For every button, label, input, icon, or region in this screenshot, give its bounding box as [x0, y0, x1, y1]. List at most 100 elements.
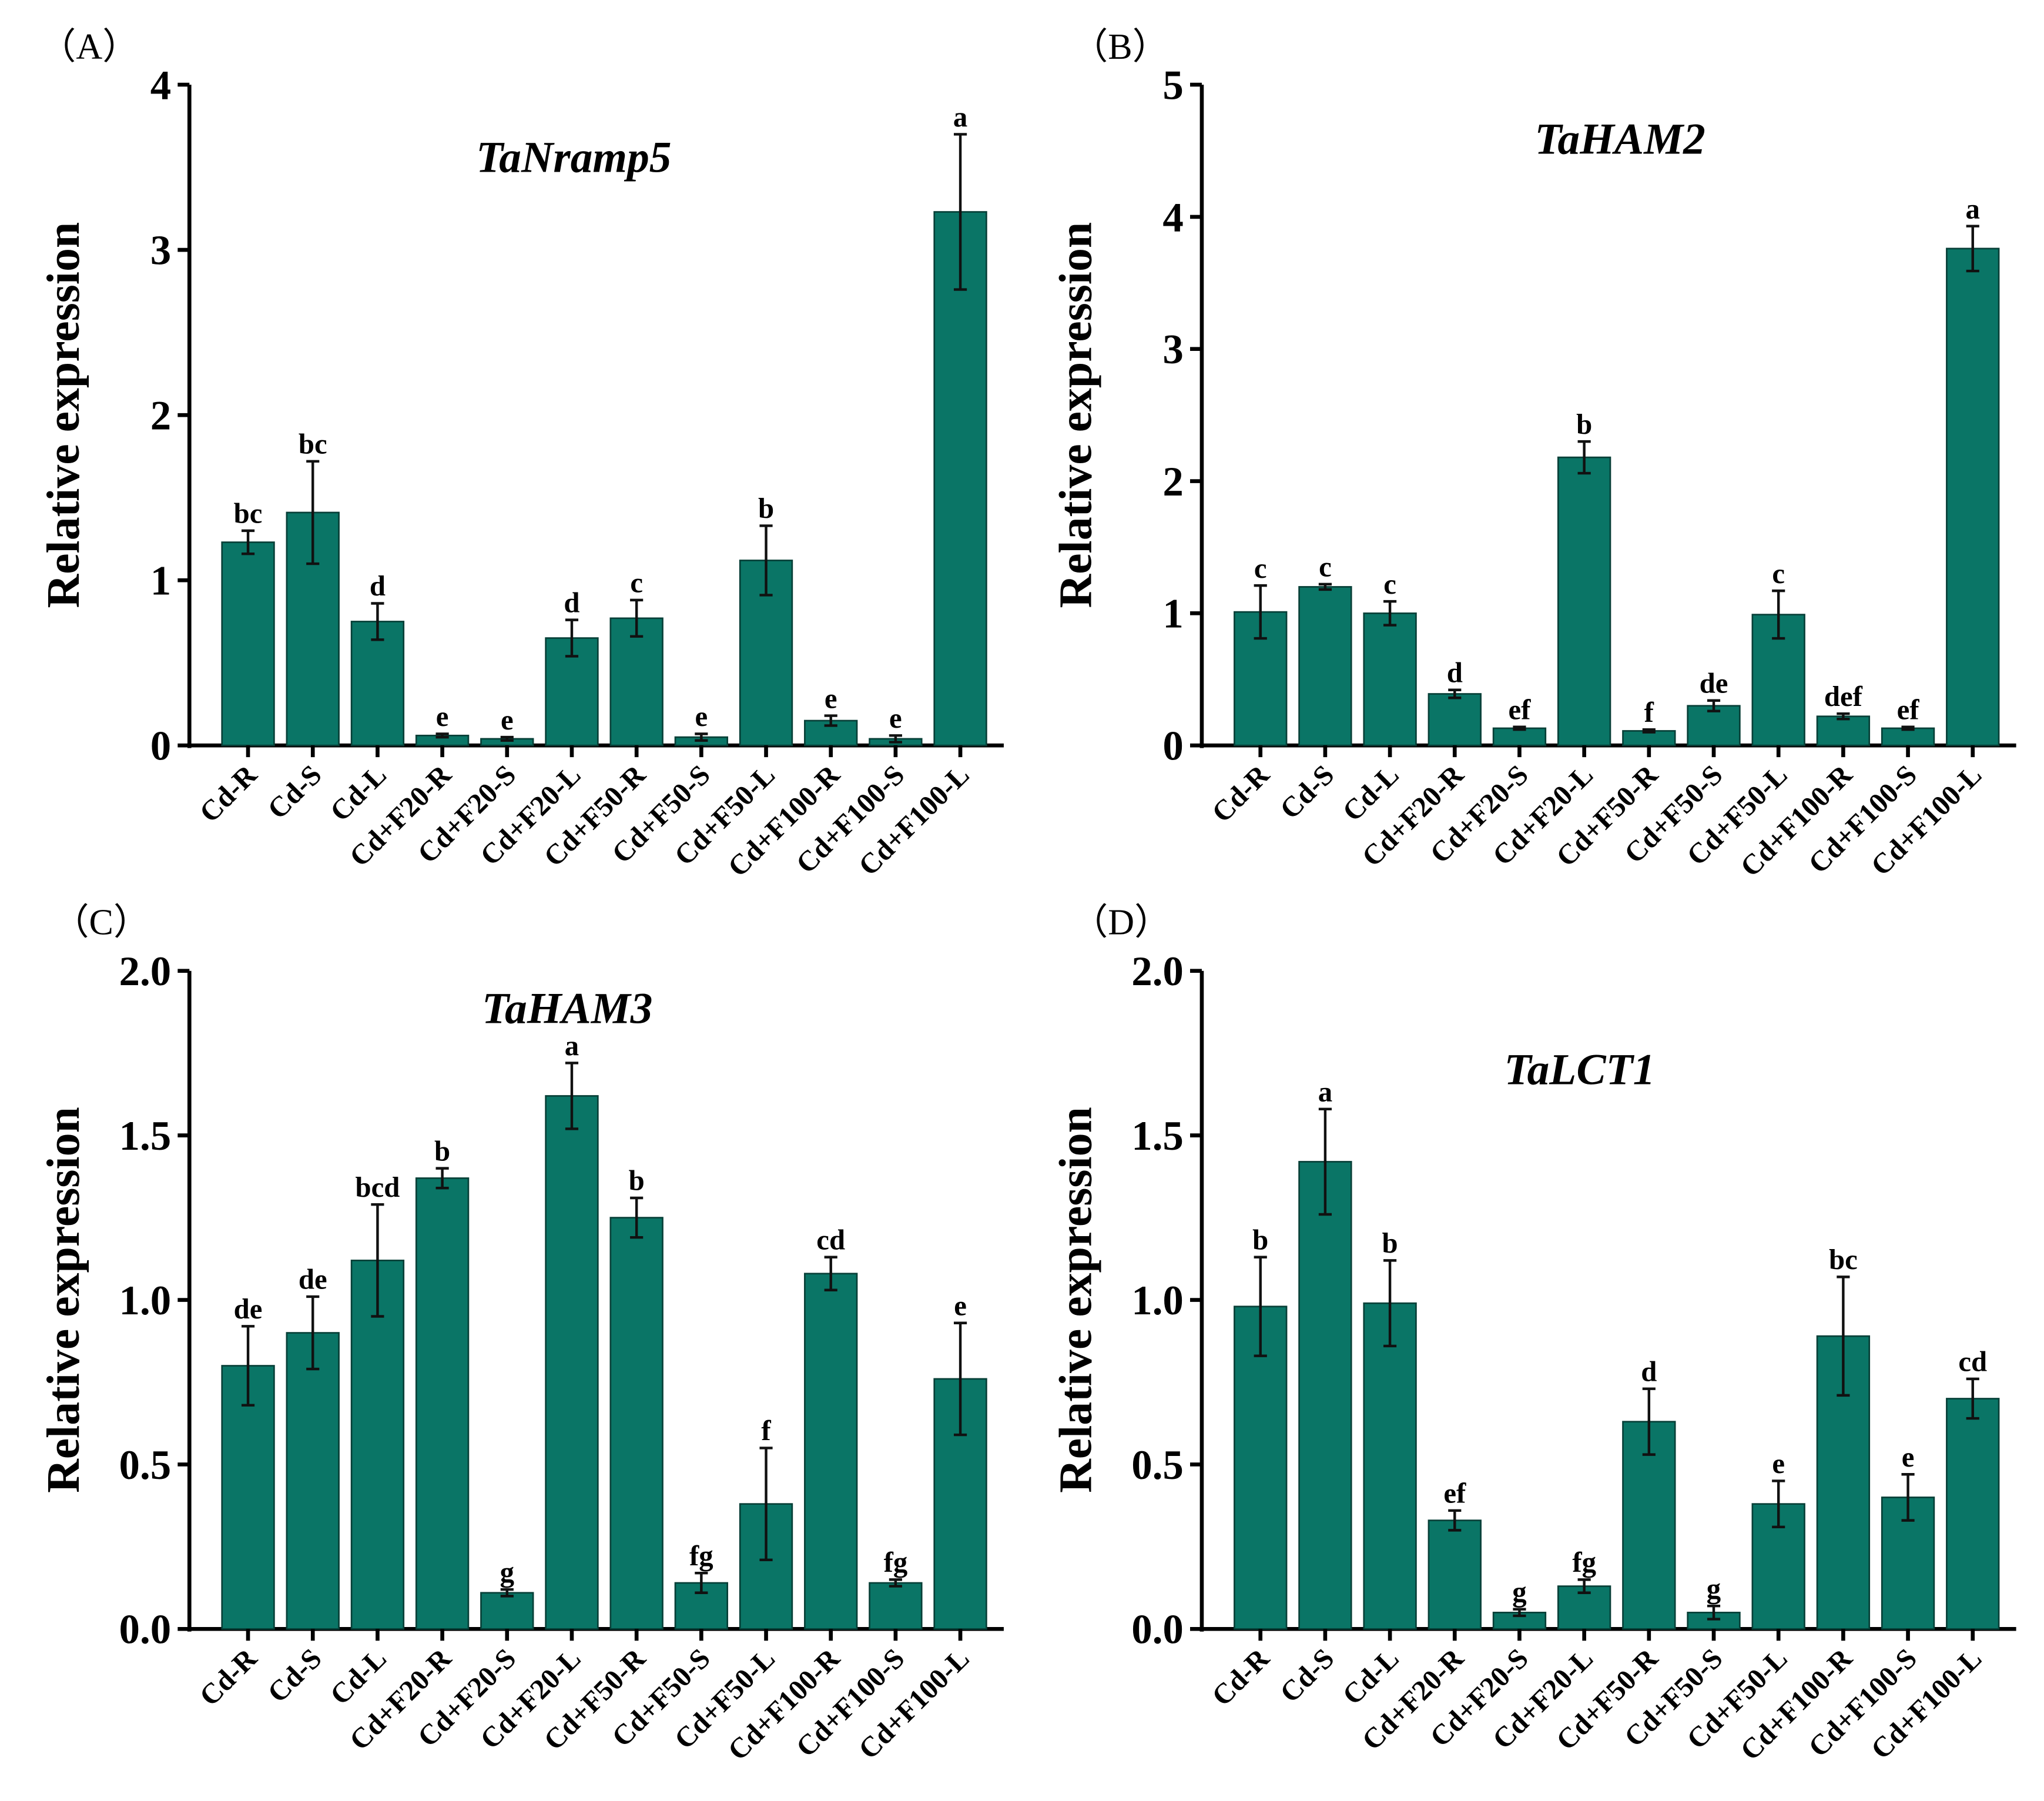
- significance-letter: c: [1254, 553, 1267, 584]
- bar: [221, 1365, 275, 1630]
- significance-letter: c: [1772, 558, 1785, 590]
- significance-letter: b: [1252, 1224, 1268, 1256]
- bar: [350, 621, 405, 746]
- significance-letter: b: [1382, 1227, 1398, 1259]
- significance-letter: e: [954, 1290, 967, 1321]
- significance-letter: fg: [884, 1546, 908, 1578]
- x-tick-label: Cd-R: [193, 1642, 263, 1712]
- chart-panel-d: （D） TaLCT1 Relative expression 0.0 0.5 1.0 1.5…: [1050, 903, 2016, 1766]
- bar: [1687, 705, 1741, 746]
- y-tick-label: 0.5: [119, 1442, 172, 1488]
- y-tick-label: 1.0: [1131, 1278, 1184, 1324]
- significance-letter: f: [761, 1415, 771, 1447]
- bar: [933, 211, 987, 746]
- significance-letter: fg: [689, 1540, 713, 1572]
- bar: [804, 1273, 858, 1630]
- bar: [1298, 586, 1352, 746]
- significance-letter: g: [1707, 1573, 1721, 1605]
- significance-letter: d: [1447, 657, 1463, 688]
- y-tick-label: 2: [150, 393, 171, 439]
- panel-label: （B）: [1071, 27, 1169, 67]
- bar: [286, 1332, 340, 1630]
- bar: [869, 1582, 923, 1630]
- significance-letter: bc: [1829, 1244, 1858, 1276]
- x-tick-label: Cd-S: [262, 1642, 328, 1709]
- significance-letter: de: [234, 1293, 263, 1325]
- significance-letter: e: [825, 682, 837, 714]
- bar: [933, 1378, 987, 1630]
- significance-letter: cd: [1958, 1346, 1987, 1378]
- bar: [609, 1217, 664, 1630]
- x-tick-label: Cd-S: [1274, 1642, 1340, 1709]
- chart-panel-b: （B） TaHAM2 Relative expression 0 1 2 3 4 5 c Cd-R c…: [1050, 27, 2016, 883]
- significance-letter: b: [758, 493, 774, 524]
- y-tick-label: 0: [1162, 724, 1183, 769]
- significance-letter: b: [629, 1165, 645, 1197]
- x-tick-label: Cd-R: [1206, 758, 1276, 828]
- y-axis-label: Relative expression: [38, 1107, 89, 1493]
- significance-letter: e: [889, 702, 902, 734]
- significance-letter: d: [370, 570, 386, 602]
- bar: [1816, 715, 1871, 746]
- y-tick-label: 5: [1162, 62, 1183, 108]
- significance-letter: a: [953, 101, 967, 133]
- chart-panel-c: （C） TaHAM3 Relative expression 0.0 0.5 1.0 1.5…: [38, 903, 1004, 1766]
- significance-letter: d: [564, 587, 579, 618]
- significance-letter: b: [1576, 409, 1592, 440]
- significance-letter: a: [565, 1030, 579, 1062]
- panel-label: （A）: [39, 27, 139, 67]
- bar: [1946, 1398, 2000, 1630]
- chart-title: TaHAM3: [482, 984, 652, 1033]
- y-tick-label: 1.5: [1131, 1113, 1184, 1159]
- x-tick-label: Cd-R: [1206, 1642, 1276, 1712]
- significance-letter: g: [500, 1556, 514, 1588]
- panel-label: （C）: [52, 903, 150, 943]
- y-axis-label: Relative expression: [38, 222, 89, 608]
- significance-letter: bc: [234, 498, 263, 530]
- significance-letter: e: [436, 701, 449, 732]
- bar: [1946, 247, 2000, 746]
- y-tick-label: 0.0: [119, 1607, 172, 1653]
- bar: [221, 541, 275, 746]
- significance-letter: de: [1700, 667, 1728, 699]
- y-tick-label: 1: [1162, 591, 1183, 637]
- y-tick-label: 2: [1162, 459, 1183, 505]
- significance-letter: cd: [816, 1224, 845, 1256]
- bar: [545, 1095, 599, 1630]
- chart-title: TaHAM2: [1534, 115, 1705, 164]
- chart-title: TaNramp5: [476, 133, 671, 182]
- significance-letter: ef: [1897, 694, 1920, 725]
- significance-letter: e: [695, 701, 708, 732]
- y-tick-label: 1.0: [119, 1278, 172, 1324]
- significance-letter: f: [1644, 697, 1654, 728]
- significance-letter: c: [1319, 551, 1332, 583]
- significance-letter: c: [1383, 568, 1396, 600]
- y-tick-label: 4: [150, 62, 171, 108]
- bar: [480, 1592, 534, 1630]
- y-tick-label: 2.0: [1131, 949, 1184, 995]
- significance-letter: e: [1902, 1441, 1915, 1473]
- y-tick-label: 2.0: [119, 949, 172, 995]
- bar: [1428, 693, 1482, 746]
- bar: [1557, 456, 1611, 746]
- significance-letter: fg: [1572, 1546, 1596, 1578]
- significance-letter: a: [1318, 1076, 1332, 1108]
- y-axis-label: Relative expression: [1050, 222, 1102, 608]
- y-axis-label: Relative expression: [1050, 1107, 1102, 1493]
- significance-letter: ef: [1443, 1478, 1466, 1509]
- significance-letter: d: [1641, 1355, 1657, 1387]
- significance-letter: c: [630, 567, 643, 599]
- significance-letter: ef: [1509, 694, 1532, 725]
- y-tick-label: 3: [150, 228, 171, 274]
- significance-letter: e: [1772, 1448, 1785, 1479]
- significance-letter: def: [1824, 681, 1863, 712]
- significance-letter: bc: [299, 429, 327, 460]
- bar: [1428, 1519, 1482, 1630]
- significance-letter: bcd: [355, 1171, 400, 1203]
- significance-letter: b: [434, 1135, 450, 1167]
- chart-title: TaLCT1: [1504, 1046, 1655, 1094]
- significance-letter: g: [1512, 1576, 1526, 1608]
- significance-letter: a: [1966, 193, 1980, 225]
- bar: [1363, 612, 1417, 746]
